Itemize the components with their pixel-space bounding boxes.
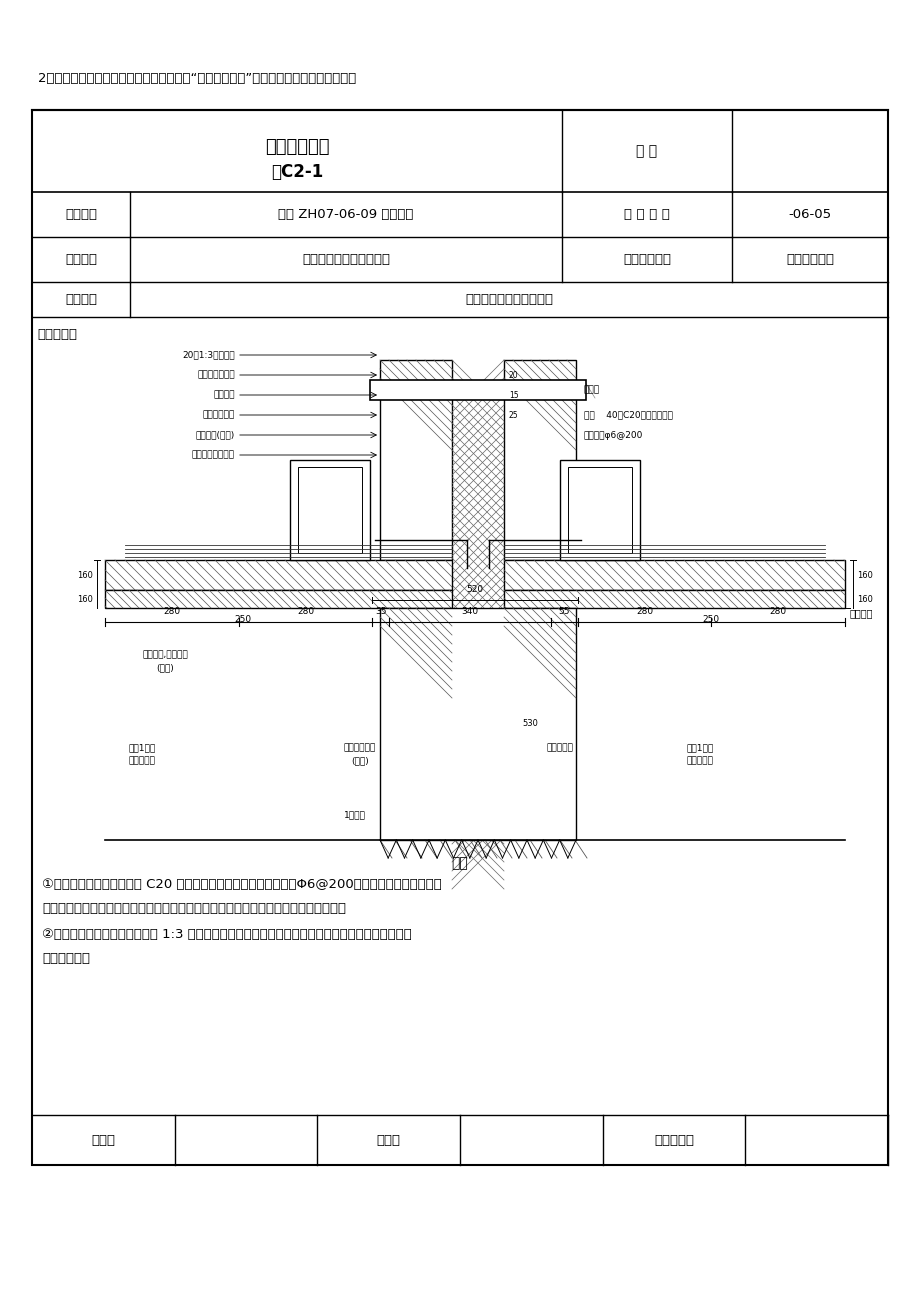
Text: 变空缝角,简易台阶: 变空缝角,简易台阶 — [142, 651, 187, 660]
Text: 340: 340 — [461, 607, 478, 616]
Text: 15: 15 — [508, 391, 518, 400]
Text: 交底人: 交底人 — [376, 1134, 401, 1147]
Bar — [380, 608, 575, 840]
Text: 屋面标高: 屋面标高 — [849, 608, 872, 618]
Text: 混凝土垫块。切勿混凝土盖板与变形缝处女儿墙连成整体，失去伸缩缝伸缩变形能力。: 混凝土垫块。切勿混凝土盖板与变形缝处女儿墙连成整体，失去伸缩缝伸缩变形能力。 — [42, 902, 346, 915]
Text: ②伸缩缝钉筋混凝土盖板上采用 1:3 水泥砂浆进行抖灰收面。盖板滴水线（详见图三）按照建筑总阐: ②伸缩缝钉筋混凝土盖板上采用 1:3 水泥砂浆进行抖灰收面。盖板滴水线（详见图三… — [42, 927, 412, 940]
Text: 表C2-1: 表C2-1 — [270, 163, 323, 181]
Text: 160: 160 — [77, 595, 93, 604]
Text: 干铺卷材一层: 干铺卷材一层 — [202, 410, 234, 419]
Text: 图三: 图三 — [451, 855, 468, 870]
Text: 审核人: 审核人 — [91, 1134, 115, 1147]
Text: 编 号: 编 号 — [636, 145, 657, 158]
Bar — [105, 590, 451, 608]
Text: 钉筋混凝土结构板: 钉筋混凝土结构板 — [192, 450, 234, 460]
Bar — [105, 560, 451, 590]
Text: 25: 25 — [508, 410, 518, 419]
Bar — [567, 467, 631, 553]
Text: 55: 55 — [558, 607, 570, 616]
Bar — [32, 109, 887, 1165]
Text: 分项工程名称: 分项工程名称 — [622, 253, 670, 266]
Text: 280: 280 — [635, 607, 652, 616]
Text: 中铁建设集团华东分企业: 中铁建设集团华东分企业 — [301, 253, 390, 266]
Text: 技术交底记录: 技术交底记录 — [265, 138, 329, 156]
Text: 聚苯板填缝: 聚苯板填缝 — [546, 743, 573, 753]
Text: 附加卷材一层: 附加卷材一层 — [344, 743, 376, 753]
Text: 内配双向φ6@200: 内配双向φ6@200 — [584, 431, 642, 440]
Text: ①屋面伸缩缝盖板施工采用 C20 混凝土现浇，盖板配筋为单层双向Φ6@200。混凝土现浇板底部采用: ①屋面伸缩缝盖板施工采用 C20 混凝土现浇，盖板配筋为单层双向Φ6@200。混… — [42, 878, 441, 891]
Text: 卷材一层(预粘): 卷材一层(预粘) — [196, 431, 234, 440]
Bar — [369, 380, 585, 400]
Bar — [504, 359, 575, 560]
Text: 160: 160 — [857, 570, 872, 579]
Text: 160: 160 — [857, 595, 872, 604]
Text: -06-05: -06-05 — [788, 208, 831, 221]
Text: 施工单位: 施工单位 — [65, 253, 96, 266]
Text: 280: 280 — [163, 607, 180, 616]
Text: (杖闸): (杖闸) — [156, 664, 174, 673]
Bar — [380, 359, 451, 560]
Bar — [298, 467, 361, 553]
Text: 宁波 ZH07-06-09 地块工程: 宁波 ZH07-06-09 地块工程 — [278, 208, 414, 221]
Text: 工程名称: 工程名称 — [65, 208, 96, 221]
Text: 按设计说明: 按设计说明 — [129, 756, 155, 766]
Text: 280: 280 — [297, 607, 313, 616]
Text: 接受交底人: 接受交底人 — [653, 1134, 693, 1147]
Text: 520: 520 — [466, 586, 483, 595]
Text: 按设计说明: 按设计说明 — [686, 756, 712, 766]
Text: 250: 250 — [233, 615, 251, 624]
Text: 2、当做分项工程施工技术交底时，应填写“分项工程名称”栏，其他技术交底可不填写。: 2、当做分项工程施工技术交底时，应填写“分项工程名称”栏，其他技术交底可不填写。 — [38, 72, 356, 85]
Text: 交底提纲: 交底提纲 — [65, 293, 96, 306]
Text: 250: 250 — [701, 615, 719, 624]
Text: 建筑变形缝施工技术交底: 建筑变形缝施工技术交底 — [464, 293, 552, 306]
Bar — [560, 460, 640, 560]
Text: 层面1做法: 层面1做法 — [129, 743, 155, 753]
Bar — [504, 590, 844, 608]
Text: 1界缝条: 1界缝条 — [344, 811, 366, 819]
Text: 明规定施工。: 明规定施工。 — [42, 953, 90, 966]
Bar — [289, 460, 369, 560]
Text: 160: 160 — [77, 570, 93, 579]
Text: 坐灰    40厚C20钉筋混凝土板: 坐灰 40厚C20钉筋混凝土板 — [584, 410, 672, 419]
Text: 挡背条: 挡背条 — [584, 385, 599, 395]
Text: 530: 530 — [521, 720, 538, 729]
Text: 交底内容：: 交底内容： — [37, 328, 77, 341]
Text: 35: 35 — [375, 607, 386, 616]
Text: 卷材封盖: 卷材封盖 — [213, 391, 234, 400]
Text: 20厚1:3水泥砂浆: 20厚1:3水泥砂浆 — [182, 350, 234, 359]
Text: 280: 280 — [769, 607, 786, 616]
Text: 20: 20 — [508, 371, 518, 379]
Text: 细部构造工程: 细部构造工程 — [785, 253, 834, 266]
Text: (杖闸): (杖闸) — [351, 756, 369, 766]
Text: 交 底 日 期: 交 底 日 期 — [623, 208, 669, 221]
Bar — [504, 560, 844, 590]
Text: 层面1做法: 层面1做法 — [686, 743, 713, 753]
Text: 钉筋混凝土盖板: 钉筋混凝土盖板 — [198, 371, 234, 379]
